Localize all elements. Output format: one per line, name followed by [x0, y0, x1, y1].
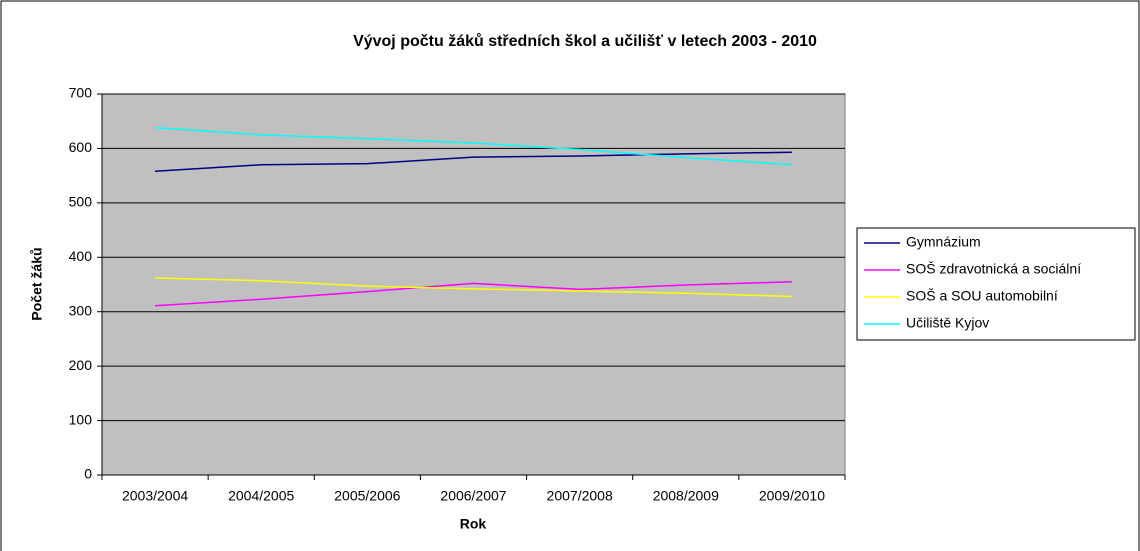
x-tick-label: 2004/2005: [228, 488, 294, 504]
x-axis-label: Rok: [460, 516, 487, 532]
legend-label: Gymnázium: [906, 234, 981, 250]
x-tick-label: 2009/2010: [759, 488, 825, 504]
legend: [856, 227, 1136, 341]
series-line: [155, 151, 792, 173]
legend-label: SOŠ a SOU automobilní: [906, 288, 1058, 304]
y-tick-label: 600: [69, 139, 93, 155]
series-line: [155, 281, 792, 307]
x-tick-label: 2005/2006: [334, 488, 400, 504]
chart-title: Vývoj počtu žáků středních škol a učiliš…: [353, 33, 817, 50]
x-tick-label: 2008/2009: [653, 488, 719, 504]
y-tick-label: 0: [84, 466, 92, 482]
y-axis-label: Počet žáků: [29, 247, 45, 320]
y-tick-label: 400: [69, 248, 93, 264]
y-tick-label: 200: [69, 357, 93, 373]
y-tick-label: 500: [69, 194, 93, 210]
x-tick-label: 2006/2007: [440, 488, 506, 504]
x-tick-label: 2003/2004: [122, 488, 188, 504]
series-line: [155, 126, 792, 166]
legend-label: SOŠ zdravotnická a sociální: [906, 261, 1081, 277]
y-tick-label: 100: [69, 411, 93, 427]
legend-label: Učiliště Kyjov: [906, 315, 989, 331]
x-tick-label: 2007/2008: [547, 488, 613, 504]
series-line: [155, 277, 792, 298]
plot-area: [101, 93, 846, 476]
y-tick-label: 700: [69, 85, 93, 101]
y-tick-label: 300: [69, 302, 93, 318]
